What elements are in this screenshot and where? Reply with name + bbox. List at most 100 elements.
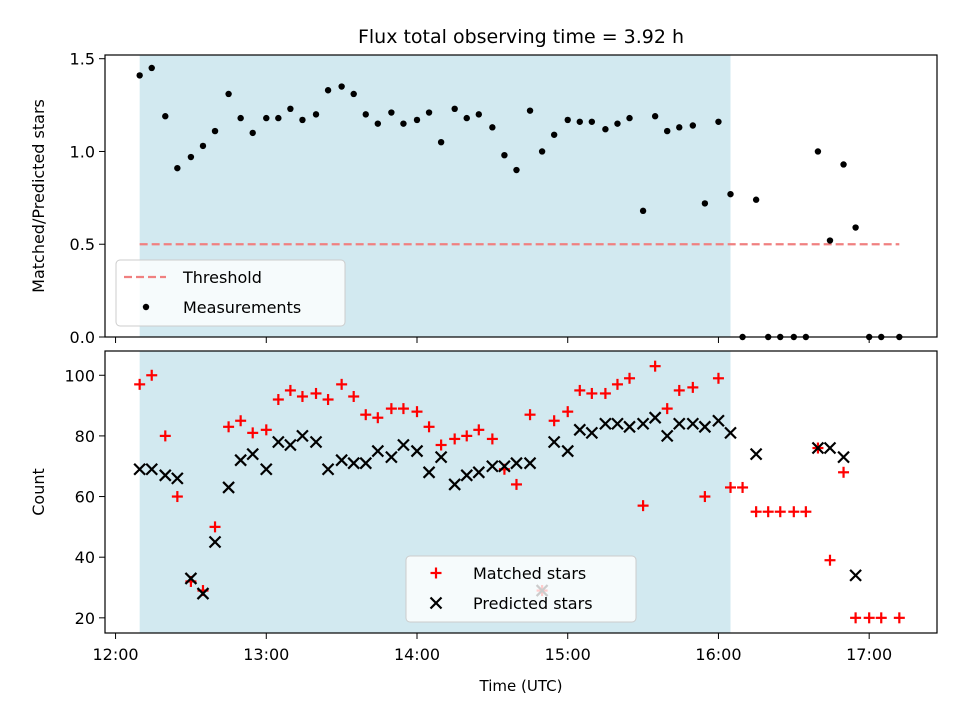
predicted-star-mark-b bbox=[573, 423, 587, 437]
predicted-star-point bbox=[686, 417, 700, 431]
measurement-point bbox=[701, 200, 709, 207]
predicted-star-point bbox=[171, 472, 184, 485]
x-axis-label: Time (UTC) bbox=[479, 677, 563, 695]
measurement-point bbox=[275, 114, 282, 122]
predicted-star-point bbox=[749, 447, 763, 461]
matched-star-point bbox=[260, 424, 272, 436]
y-tick-label: 80 bbox=[75, 427, 95, 446]
predicted-star-point bbox=[208, 535, 222, 549]
predicted-star-point bbox=[259, 462, 273, 476]
predicted-star-point bbox=[133, 462, 146, 476]
predicted-star-point bbox=[498, 459, 511, 473]
y-tick-label: 1.5 bbox=[70, 50, 95, 69]
matched-star-point bbox=[473, 424, 485, 436]
predicted-star-point bbox=[636, 417, 650, 431]
predicted-star-point bbox=[309, 435, 323, 449]
matched-star-point bbox=[673, 384, 685, 396]
matched-star-point bbox=[322, 394, 334, 406]
matched-star-point bbox=[699, 491, 711, 503]
y-tick-label: 40 bbox=[75, 548, 95, 567]
measurement-point bbox=[225, 90, 232, 98]
predicted-star-mark-b bbox=[385, 450, 398, 464]
predicted-star-point bbox=[335, 453, 348, 467]
predicted-star-mark-b bbox=[335, 453, 348, 467]
measurement-point bbox=[338, 83, 345, 90]
measurement-point bbox=[676, 124, 683, 131]
predicted-star-point bbox=[698, 420, 712, 434]
predicted-star-point bbox=[371, 444, 385, 458]
predicted-star-mark-b bbox=[472, 466, 486, 479]
measurement-point bbox=[174, 164, 181, 172]
matched-star-point bbox=[372, 412, 384, 424]
predicted-star-point bbox=[234, 453, 247, 467]
predicted-star-mark-b bbox=[498, 459, 511, 473]
predicted-star-mark-b bbox=[222, 481, 235, 494]
predicted-star-mark-b bbox=[133, 462, 146, 476]
measurement-point bbox=[626, 114, 633, 122]
measurement-point bbox=[287, 105, 294, 113]
legend-box bbox=[405, 555, 637, 623]
matched-star-point bbox=[435, 439, 447, 451]
predicted-star-mark-b bbox=[599, 417, 612, 431]
predicted-star-mark-b bbox=[309, 435, 323, 449]
measurement-point bbox=[752, 196, 760, 203]
matched-star-point bbox=[788, 506, 800, 518]
predicted-star-point bbox=[547, 435, 561, 449]
bottom-panel: 20 40 60 80 100 12:00 13:00 14:00 15:00 16:00 17:0… bbox=[29, 350, 938, 664]
matched-star-point bbox=[875, 612, 887, 624]
matched-star-point bbox=[461, 430, 473, 442]
matched-star-point bbox=[284, 384, 296, 396]
predicted-star-mark-b bbox=[448, 478, 461, 491]
measurement-point bbox=[400, 120, 407, 127]
measurement-point bbox=[475, 111, 482, 118]
measurement-point bbox=[576, 118, 583, 125]
measurement-point bbox=[538, 148, 546, 155]
measurement-point bbox=[501, 151, 508, 159]
measurement-point bbox=[388, 109, 395, 116]
legend-box bbox=[115, 259, 346, 327]
matched-star-point bbox=[712, 372, 724, 384]
predicted-star-point bbox=[246, 447, 259, 461]
measurement-point bbox=[489, 124, 496, 131]
y-tick-label: 0.5 bbox=[70, 235, 95, 254]
legend-measurements-swatch bbox=[142, 303, 150, 311]
measurement-point bbox=[715, 118, 722, 125]
measurement-point bbox=[187, 153, 195, 161]
matched-star-point bbox=[449, 433, 461, 445]
legend-matched-label: Matched stars bbox=[473, 564, 586, 583]
matched-star-point bbox=[725, 481, 737, 493]
measurement-point bbox=[602, 126, 609, 133]
x-tick-label: 17:00 bbox=[846, 645, 892, 664]
predicted-star-mark-b bbox=[636, 417, 650, 431]
predicted-star-mark-b bbox=[234, 453, 247, 467]
matched-star-point bbox=[574, 384, 586, 396]
measurement-point bbox=[550, 131, 558, 138]
predicted-star-mark-b bbox=[672, 417, 686, 431]
matched-star-point bbox=[838, 466, 850, 478]
y-tick-label: 60 bbox=[75, 488, 95, 507]
predicted-star-mark-b bbox=[648, 411, 662, 424]
measurement-point bbox=[664, 127, 671, 135]
measurement-point bbox=[513, 166, 520, 174]
predicted-star-mark-b bbox=[523, 456, 537, 470]
predicted-star-mark-b bbox=[208, 535, 222, 549]
matched-star-point bbox=[171, 491, 183, 503]
predicted-star-point bbox=[222, 481, 235, 494]
predicted-star-point bbox=[724, 426, 737, 440]
predicted-star-point bbox=[823, 441, 837, 455]
predicted-star-mark-b bbox=[749, 447, 763, 461]
predicted-star-mark-b bbox=[410, 444, 424, 458]
x-tick-label: 12:00 bbox=[92, 645, 138, 664]
matched-star-point bbox=[486, 433, 498, 445]
measurement-point bbox=[437, 138, 445, 146]
matched-star-point bbox=[385, 403, 397, 415]
predicted-star-mark-b bbox=[686, 417, 700, 431]
measurement-point bbox=[312, 111, 320, 118]
legend-bottom: Matched stars Predicted stars bbox=[405, 555, 637, 623]
predicted-star-point bbox=[561, 444, 575, 458]
predicted-star-mark-b bbox=[272, 435, 285, 449]
predicted-star-point bbox=[448, 478, 461, 491]
predicted-star-mark-b bbox=[359, 456, 373, 470]
predicted-star-mark-b bbox=[296, 429, 309, 443]
predicted-star-mark-b bbox=[284, 438, 297, 452]
